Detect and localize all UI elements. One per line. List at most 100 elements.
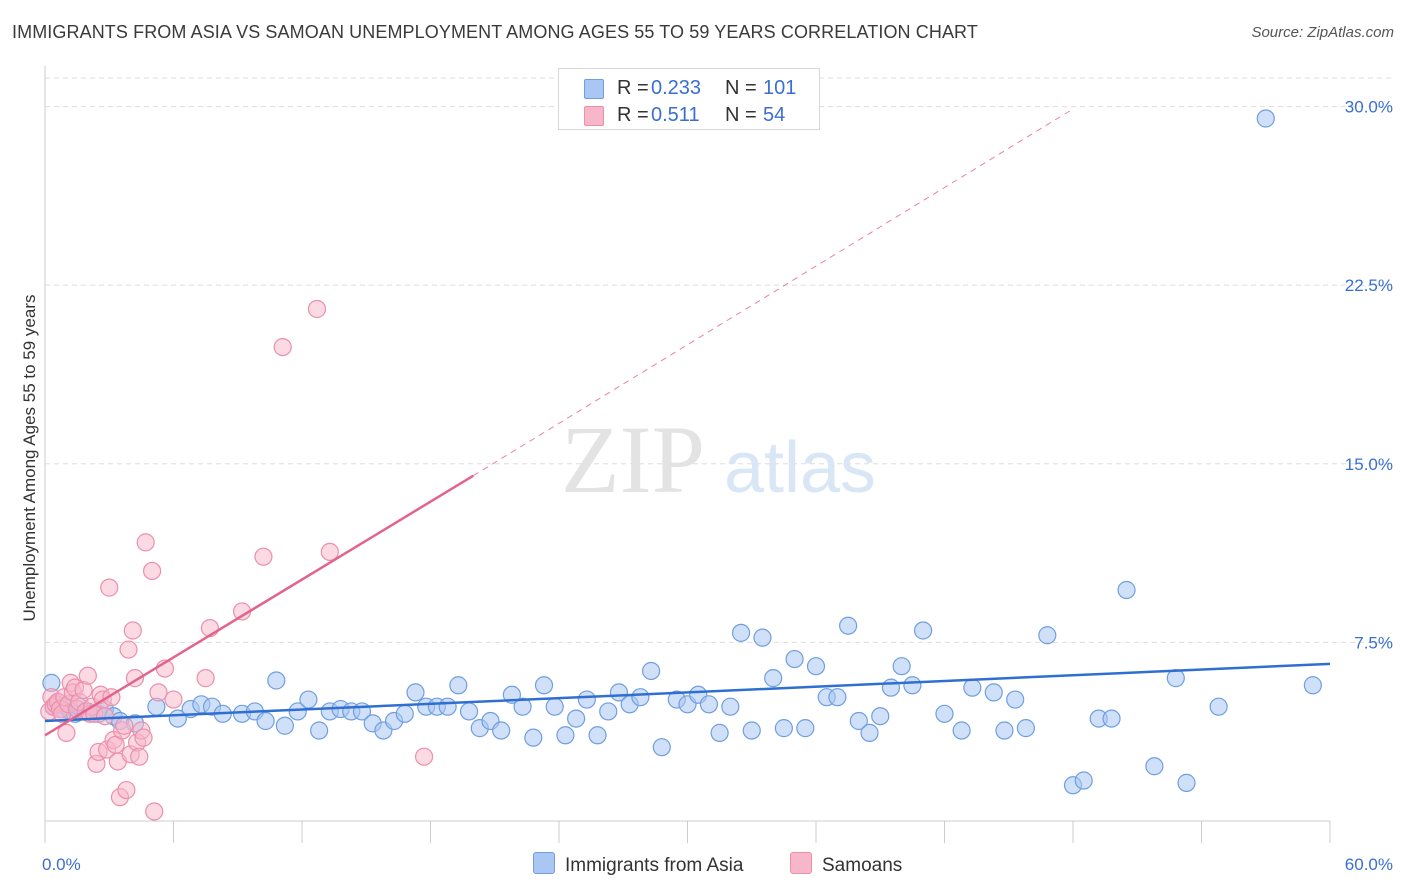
n-value: 101	[763, 77, 797, 99]
data-point-samoans	[57, 723, 76, 742]
data-point-asia	[513, 697, 532, 716]
r-value: 0.511	[651, 104, 700, 126]
data-point-asia	[1177, 773, 1196, 792]
data-point-asia	[881, 678, 901, 697]
trend-line-samoans-extension	[473, 108, 1074, 477]
legend-item-samoans[interactable]: Samoans	[790, 852, 902, 877]
data-point-asia	[860, 723, 879, 742]
r-value: 0.233	[651, 77, 702, 99]
data-point-asia	[275, 716, 294, 735]
data-point-samoans	[196, 669, 215, 688]
legend-label: Samoans	[822, 855, 903, 876]
trend-line-asia	[44, 662, 1331, 723]
stats-row-asia: R = 0.233 N = 101	[559, 75, 819, 101]
data-point-asia	[299, 690, 318, 709]
watermark: ZIP atlas	[561, 406, 876, 513]
data-point-asia	[1074, 771, 1093, 790]
data-point-samoans	[142, 561, 162, 581]
legend-swatch-blue	[533, 852, 555, 874]
data-point-asia	[785, 649, 804, 669]
x-tick-label: 0.0%	[42, 855, 81, 874]
data-point-asia	[699, 695, 719, 714]
data-point-asia	[963, 678, 982, 697]
data-point-asia	[652, 738, 671, 757]
stats-legend: R = 0.233 N = 101 R = 0.511 N = 54	[558, 68, 820, 130]
data-point-asia	[1303, 676, 1322, 695]
data-point-asia	[1256, 109, 1275, 128]
y-tick-label: 22.5%	[1345, 276, 1393, 295]
data-point-asia	[492, 721, 511, 740]
data-point-asia	[828, 688, 847, 707]
data-point-asia	[310, 721, 329, 740]
data-point-asia	[1117, 580, 1136, 600]
data-point-samoans	[130, 747, 149, 766]
data-point-asia	[753, 628, 772, 647]
data-point-asia	[567, 709, 586, 728]
data-point-asia	[742, 721, 761, 740]
data-point-asia	[871, 707, 890, 726]
data-point-asia	[1016, 719, 1035, 738]
trend-lines	[44, 108, 1331, 737]
data-point-asia	[796, 719, 815, 738]
data-point-samoans	[254, 547, 273, 566]
data-point-samoans	[145, 802, 164, 821]
y-tick-label: 15.0%	[1345, 455, 1393, 474]
data-point-samoans	[123, 621, 142, 640]
data-point-samoans	[136, 533, 155, 552]
n-label: N =	[725, 104, 757, 126]
legend-item-asia[interactable]: Immigrants from Asia	[533, 852, 743, 877]
data-point-asia	[952, 721, 971, 740]
data-point-asia	[849, 711, 868, 731]
source-label: Source: ZipAtlas.com	[1251, 24, 1394, 41]
trend-line-samoans	[44, 474, 474, 737]
data-point-asia	[524, 728, 543, 747]
data-point-asia	[774, 719, 793, 738]
data-point-asia	[641, 661, 661, 681]
data-point-asia	[839, 616, 858, 635]
r-label: R =	[617, 104, 649, 126]
data-point-asia	[256, 711, 275, 731]
data-point-asia	[631, 688, 650, 707]
r-label: R =	[617, 77, 649, 99]
y-tick-label: 30.0%	[1345, 98, 1393, 117]
data-point-asia	[545, 697, 564, 716]
data-point-asia	[459, 702, 479, 721]
y-tick-label: 7.5%	[1354, 633, 1393, 652]
data-point-samoans	[273, 337, 292, 357]
data-point-asia	[1209, 697, 1228, 716]
data-point-samoans	[78, 666, 97, 685]
y-axis-label: Unemployment Among Ages 55 to 59 years	[20, 294, 39, 622]
data-point-samoans	[307, 299, 327, 319]
data-point-asia	[449, 676, 468, 695]
data-point-asia	[406, 683, 425, 702]
gridlines	[45, 77, 1392, 643]
data-point-asia	[588, 726, 607, 745]
n-label: N =	[725, 77, 757, 99]
watermark-zip: ZIP	[561, 406, 705, 513]
series-samoans	[40, 299, 434, 821]
data-point-asia	[892, 657, 911, 676]
data-point-asia	[395, 704, 414, 723]
data-point-samoans	[115, 716, 134, 735]
data-point-samoans	[414, 747, 434, 766]
data-point-asia	[903, 676, 922, 695]
x-tick-label: 60.0%	[1345, 855, 1393, 874]
data-point-asia	[721, 697, 740, 716]
data-point-samoans	[119, 640, 138, 659]
data-point-asia	[288, 702, 307, 721]
data-point-asia	[731, 623, 751, 642]
tick-labels: 7.5% 15.0% 22.5% 30.0% 0.0% 60.0%	[42, 98, 1393, 874]
data-point-asia	[1006, 690, 1025, 709]
data-point-asia	[913, 621, 933, 640]
stats-row-samoans: R = 0.511 N = 54	[559, 102, 819, 128]
n-value: 54	[763, 104, 786, 126]
data-point-asia	[764, 669, 783, 688]
data-point-asia	[577, 690, 596, 709]
data-point-asia	[935, 704, 954, 723]
data-point-asia	[1145, 757, 1164, 776]
data-point-samoans	[95, 707, 115, 726]
data-point-asia	[556, 726, 575, 745]
data-point-asia	[710, 723, 729, 742]
data-point-asia	[1038, 626, 1057, 645]
